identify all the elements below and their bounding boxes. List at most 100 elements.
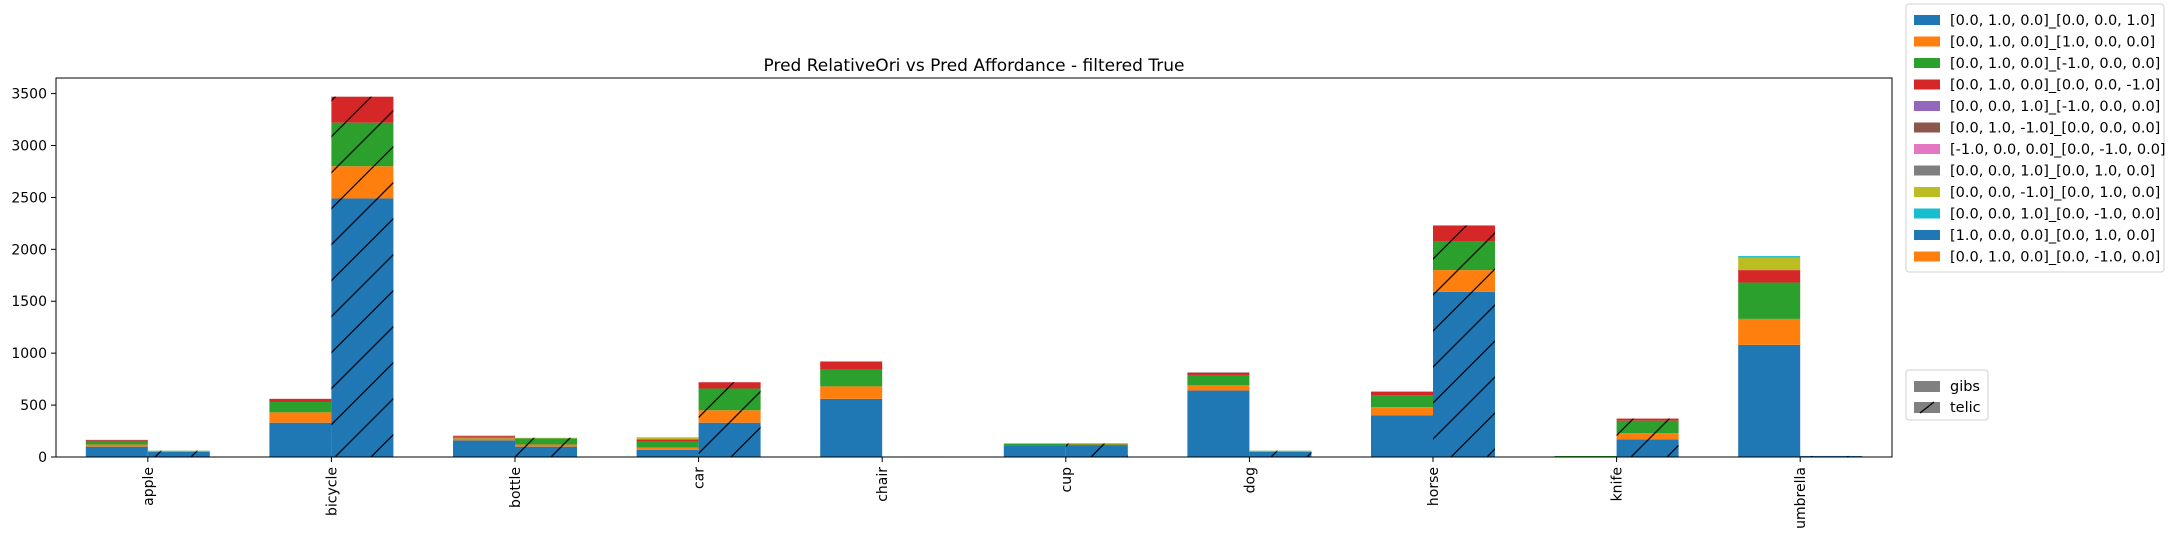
x-tick-label: knife (1610, 467, 1626, 501)
bar-hatch-telic-knife-series-3 (1616, 418, 1679, 421)
x-tick-label: dog (1242, 467, 1258, 493)
bar-gibs-umbrella-series-0 (1738, 344, 1801, 457)
legend-swatch (1914, 230, 1940, 240)
bar-gibs-knife-series-2 (1554, 455, 1617, 457)
bar-gibs-chair-series-3 (820, 361, 883, 370)
bar-gibs-apple-series-2 (85, 441, 148, 445)
legend-swatch (1914, 144, 1940, 154)
bar-hatch-telic-car-series-0 (698, 422, 761, 457)
legend-swatch (1914, 15, 1940, 25)
bar-gibs-horse-series-0 (1371, 415, 1433, 457)
bar-gibs-umbrella-series-9 (1738, 256, 1801, 258)
bar-hatch-telic-bottle-series-2 (515, 438, 577, 445)
legend-swatch (1914, 251, 1940, 262)
bar-hatch-telic-bicycle-series-3 (331, 96, 394, 123)
legend-swatch (1914, 122, 1940, 133)
y-tick-label: 3000 (11, 138, 47, 154)
legend-swatch (1914, 208, 1940, 219)
bar-gibs-car-series-8 (636, 437, 699, 440)
bar-gibs-car-series-1 (636, 447, 699, 450)
bar-gibs-bicycle-series-3 (269, 398, 332, 402)
bar-hatch-telic-car-series-3 (698, 382, 761, 389)
legend-label: [0.0, 1.0, -1.0]_[0.0, 0.0, 0.0] (1950, 121, 2160, 137)
bar-hatch-telic-apple-series-0 (147, 451, 210, 457)
bar-gibs-bottle-series-5 (453, 435, 515, 437)
legend-swatch (1914, 165, 1940, 176)
legend-label: [-1.0, 0.0, 0.0]_[0.0, -1.0, 0.0] (1950, 142, 2166, 158)
legend-swatch (1914, 101, 1940, 111)
y-tick-label: 0 (38, 450, 47, 466)
bar-gibs-chair-series-1 (820, 386, 883, 399)
bar-hatch-telic-bicycle-series-1 (331, 166, 394, 199)
bar-hatch-telic-dog-series-2 (1249, 450, 1312, 452)
bar-hatch-telic-horse-series-2 (1433, 241, 1495, 271)
bar-hatch-telic-cup-series-0 (1065, 445, 1128, 457)
bar-gibs-bottle-series-2 (453, 437, 515, 439)
bar-gibs-apple-series-1 (85, 444, 148, 447)
legend-label: [0.0, 0.0, -1.0]_[0.0, 1.0, 0.0] (1950, 185, 2160, 201)
legend-label: [0.0, 1.0, 0.0]_[0.0, -1.0, 0.0] (1950, 250, 2160, 266)
plot-frame (55, 77, 1893, 458)
bar-gibs-cup-series-2 (1003, 443, 1066, 446)
x-tick-label: apple (141, 467, 157, 506)
group-legend-swatch (1914, 381, 1940, 392)
chart-title: Pred RelativeOri vs Pred Affordance - fi… (764, 56, 1185, 76)
bar-gibs-chair-series-0 (820, 398, 883, 457)
x-tick-label: cup (1059, 467, 1075, 493)
bar-gibs-cup-series-0 (1003, 445, 1066, 457)
bar-hatch-telic-knife-series-1 (1616, 433, 1679, 440)
bar-gibs-umbrella-series-2 (1738, 282, 1801, 319)
y-tick-label: 500 (20, 398, 47, 414)
bar-hatch-telic-apple-series-2 (147, 450, 210, 452)
bar-gibs-bicycle-series-0 (269, 422, 332, 457)
bar-hatch-telic-bottle-series-8 (515, 437, 577, 439)
axes: apple bicycle bottle car chair cup dog horse kni… (11, 77, 1893, 529)
bar-hatch-telic-horse-series-3 (1433, 225, 1495, 242)
bars (85, 96, 1863, 457)
x-tick-label: car (692, 467, 708, 489)
y-tick-label: 1000 (11, 346, 47, 362)
series-legend: [0.0, 1.0, 0.0]_[0.0, 0.0, 1.0] [0.0, 1.0… (1905, 3, 2166, 273)
bar-gibs-dog-series-5 (1187, 372, 1250, 373)
x-tick-label: horse (1426, 467, 1442, 506)
legend-label: [0.0, 0.0, 1.0]_[0.0, -1.0, 0.0] (1950, 207, 2160, 223)
bar-gibs-bottle-series-1 (453, 438, 515, 441)
legend-label: [1.0, 0.0, 0.0]_[0.0, 1.0, 0.0] (1950, 228, 2155, 244)
legend-label: [0.0, 0.0, 1.0]_[-1.0, 0.0, 0.0] (1950, 99, 2160, 115)
group-legend: gibs telic (1905, 369, 1989, 421)
bar-gibs-car-series-0 (636, 449, 699, 457)
legend-label: [0.0, 0.0, 1.0]_[0.0, 1.0, 0.0] (1950, 164, 2155, 180)
bar-gibs-dog-series-0 (1187, 390, 1250, 457)
bar-gibs-umbrella-series-3 (1738, 270, 1801, 283)
bar-hatch-telic-bottle-series-1 (515, 444, 577, 447)
bar-gibs-chair-series-2 (820, 369, 883, 387)
legend-label: [0.0, 1.0, 0.0]_[0.0, 0.0, 1.0] (1950, 13, 2155, 29)
bar-hatch-telic-dog-series-1 (1249, 451, 1312, 452)
bar-hatch-telic-bottle-series-0 (515, 446, 577, 457)
bar-hatch-telic-bicycle-series-0 (331, 198, 394, 457)
bar-gibs-apple-series-0 (85, 446, 148, 457)
legend-label: [0.0, 1.0, 0.0]_[0.0, 0.0, -1.0] (1950, 78, 2160, 94)
bar-hatch-telic-cup-series-1 (1065, 444, 1128, 446)
bar-gibs-horse-series-2 (1371, 395, 1433, 408)
bar-gibs-car-series-3 (636, 439, 699, 442)
bar-gibs-bottle-series-0 (453, 440, 515, 457)
legend-swatch (1914, 79, 1940, 90)
y-tick-label: 3500 (11, 87, 47, 103)
bar-hatch-telic-knife-series-0 (1616, 439, 1679, 457)
bar-gibs-bottle-series-3 (453, 436, 515, 438)
bar-gibs-dog-series-1 (1187, 385, 1250, 391)
bar-gibs-dog-series-2 (1187, 374, 1250, 386)
legend-label: [0.0, 1.0, 0.0]_[1.0, 0.0, 0.0] (1950, 35, 2155, 51)
bar-gibs-horse-series-1 (1371, 407, 1433, 416)
bar-gibs-apple-series-3 (85, 440, 148, 442)
legend-swatch (1914, 58, 1940, 68)
bar-hatch-telic-car-series-2 (698, 388, 761, 411)
legend-swatch (1914, 36, 1940, 47)
legend-frame (1905, 3, 2165, 273)
bar-hatch-telic-knife-series-2 (1616, 420, 1679, 434)
bar-hatch-telic-bicycle-series-2 (331, 122, 394, 167)
bar-gibs-horse-series-3 (1371, 391, 1433, 396)
y-tick-label: 2000 (11, 242, 47, 258)
